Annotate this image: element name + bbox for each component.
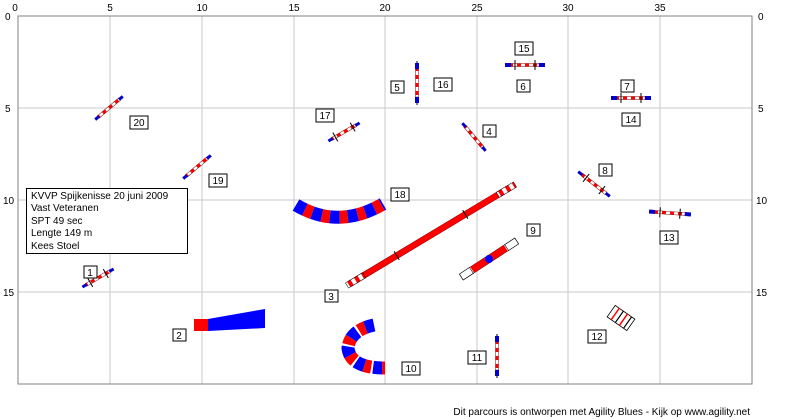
number-label: 14 <box>621 112 641 127</box>
x-tick: 30 <box>562 3 574 14</box>
number-label: 10 <box>401 361 421 376</box>
x-tick: 25 <box>471 3 483 14</box>
number-label: 4 <box>482 124 497 138</box>
y-tick-right: 0 <box>758 12 764 23</box>
y-tick-left: 5 <box>5 104 11 115</box>
svg-text:11: 11 <box>472 353 483 364</box>
number-label: 2 <box>172 328 187 342</box>
curved-tunnel-10 <box>341 318 386 375</box>
y-tick-left: 0 <box>5 12 11 23</box>
course-length: Lengte 149 m <box>31 228 93 240</box>
x-tick: 10 <box>196 3 208 14</box>
chute-tunnel <box>194 309 265 331</box>
svg-text:3: 3 <box>328 292 334 303</box>
number-label: 12 <box>587 329 607 344</box>
grid <box>17 15 753 385</box>
course-class: Vast Veteranen <box>31 203 99 215</box>
svg-text:17: 17 <box>319 111 331 122</box>
svg-text:15: 15 <box>518 44 530 55</box>
course-event: KVVP Spijkenisse 20 juni 2009 <box>31 191 169 202</box>
course-judge: Kees Stoel <box>31 240 80 252</box>
svg-text:1: 1 <box>87 268 93 279</box>
obstacle-numbers: 1 2 3 4 5 6 7 8 9 10 11 12 13 14 15 16 1… <box>83 41 679 376</box>
svg-text:4: 4 <box>486 127 492 138</box>
number-label: 3 <box>324 289 339 303</box>
svg-text:6: 6 <box>520 82 526 93</box>
svg-text:7: 7 <box>624 82 630 93</box>
hurdle-20 <box>94 95 124 121</box>
hurdle-19 <box>182 154 212 180</box>
svg-text:2: 2 <box>176 331 182 342</box>
svg-text:16: 16 <box>437 80 449 91</box>
number-label: 16 <box>433 77 453 92</box>
number-label: 6 <box>516 79 531 93</box>
svg-text:13: 13 <box>663 233 675 244</box>
number-label: 15 <box>514 41 534 56</box>
hurdle-5-16 <box>415 61 419 105</box>
number-label: 18 <box>390 187 410 202</box>
x-tick: 5 <box>107 3 113 14</box>
svg-text:5: 5 <box>394 83 400 94</box>
y-tick-left: 10 <box>3 196 15 207</box>
svg-text:10: 10 <box>405 364 417 375</box>
number-label: 19 <box>208 173 228 188</box>
x-tick: 0 <box>12 3 18 14</box>
svg-text:12: 12 <box>591 332 603 343</box>
number-label: 17 <box>315 108 335 123</box>
seesaw <box>459 237 519 281</box>
svg-text:19: 19 <box>212 176 224 187</box>
y-tick-right: 15 <box>756 288 768 299</box>
number-label: 7 <box>620 79 635 93</box>
y-tick-right: 10 <box>756 196 768 207</box>
number-label: 1 <box>83 265 98 279</box>
svg-text:9: 9 <box>530 226 536 237</box>
svg-text:14: 14 <box>625 115 637 126</box>
number-label: 5 <box>390 80 405 94</box>
curved-tunnel-18 <box>292 198 387 224</box>
svg-text:18: 18 <box>394 190 406 201</box>
x-tick: 15 <box>288 3 300 14</box>
hurdles <box>81 60 692 378</box>
hurdle-17 <box>327 121 361 143</box>
hurdle-1 <box>81 267 115 289</box>
hurdle-4 <box>461 122 487 152</box>
hurdle-13 <box>648 207 692 219</box>
dog-walk <box>345 181 517 289</box>
hurdle-11 <box>495 334 499 378</box>
number-label: 9 <box>526 223 541 237</box>
axis-ticks: 0 5 10 15 20 25 30 35 0 5 10 15 0 5 10 1… <box>3 3 768 299</box>
y-tick-left: 15 <box>3 288 15 299</box>
number-label: 11 <box>467 350 487 365</box>
tire-jump <box>606 304 636 332</box>
svg-text:8: 8 <box>602 166 608 177</box>
hurdle-8 <box>577 170 611 198</box>
y-tick-right: 5 <box>758 104 764 115</box>
footer-credit: Dit parcours is ontworpen met Agility Bl… <box>453 407 750 418</box>
number-label: 20 <box>129 115 149 130</box>
x-tick: 35 <box>654 3 666 14</box>
hurdle-6-15 <box>505 60 545 70</box>
course-spt: SPT 49 sec <box>31 215 83 227</box>
x-tick: 20 <box>379 3 391 14</box>
number-label: 8 <box>598 163 613 177</box>
svg-text:20: 20 <box>133 118 145 129</box>
hurdle-7-14 <box>611 93 651 103</box>
number-label: 13 <box>659 230 679 245</box>
course-info-box: KVVP Spijkenisse 20 juni 2009 Vast Veter… <box>26 188 188 254</box>
